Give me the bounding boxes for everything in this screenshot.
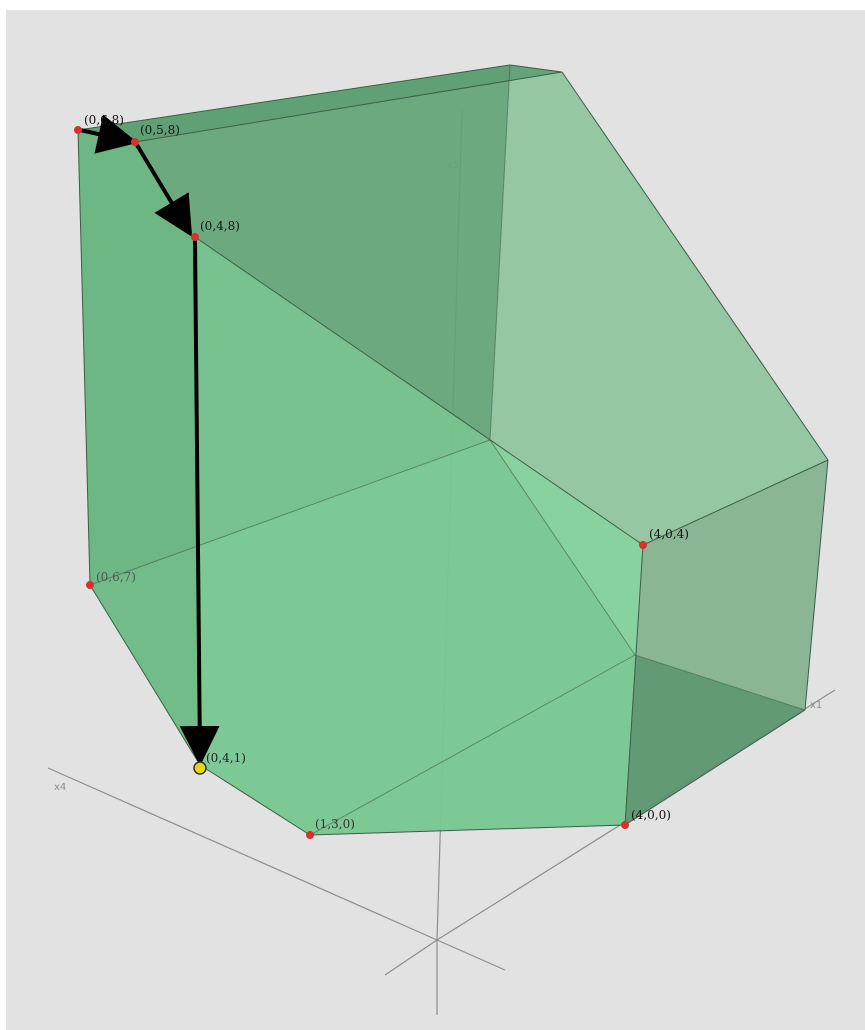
vertex-labels: (0,6,8) (0,5,8) (0,4,8) (0,6,7) (0,4,1) … (84, 113, 689, 831)
path-arrow-1 (79, 114, 138, 154)
vertex-marker[interactable] (621, 821, 629, 829)
vertex-label: (1,3,0) (315, 817, 355, 831)
hidden-edge (89, 439, 491, 586)
edge (199, 764, 311, 836)
vertex-marker[interactable] (86, 581, 94, 589)
x1-axis-negative (384, 939, 438, 976)
path-arrow-2 (135, 143, 193, 237)
edge (77, 64, 511, 131)
edge (134, 71, 563, 143)
hidden-edge (489, 439, 636, 656)
x4-axis-negative (436, 939, 506, 971)
vertex-label: (0,4,1) (206, 751, 246, 765)
edge (194, 236, 644, 546)
vertex-marker[interactable] (131, 138, 139, 146)
path-arrow-3 (179, 239, 220, 766)
edge (309, 824, 626, 836)
vertex-label: (0,4,8) (200, 219, 240, 233)
vertex-marker[interactable] (639, 541, 647, 549)
simplex-path (79, 114, 220, 766)
edge (804, 459, 829, 711)
vertex-marker[interactable] (191, 233, 199, 241)
vertex-label: (0,6,7) (96, 570, 136, 584)
front-face (195, 237, 643, 835)
edge (624, 709, 806, 826)
right-bottom-face (625, 655, 805, 825)
hidden-edge (309, 654, 636, 836)
right-side-face (635, 460, 828, 710)
hidden-edge (489, 64, 511, 441)
optimum-vertex-marker[interactable] (193, 761, 207, 775)
back-right-face (490, 65, 828, 545)
polytope-faces (78, 65, 828, 835)
left-front-face (78, 130, 200, 765)
x1-axis-label: x1 (810, 700, 822, 711)
vertex-label: (0,6,8) (84, 113, 124, 127)
edge (624, 544, 644, 826)
vertex-label: (4,0,4) (649, 527, 689, 541)
hidden-edge (634, 654, 806, 711)
x4-axis-line (47, 767, 438, 941)
vertex-marker[interactable] (306, 831, 314, 839)
top-face (78, 65, 562, 142)
vertex-label: (0,5,8) (140, 123, 180, 137)
edge (642, 459, 829, 546)
vertex-marker[interactable] (74, 126, 82, 134)
vertices (74, 126, 647, 839)
edge (509, 64, 563, 73)
edge (77, 129, 91, 586)
vertex-label: (4,0,0) (631, 808, 671, 822)
edge (561, 71, 829, 461)
polytope-edges (77, 64, 829, 836)
x4-axis-label: x4 (54, 782, 66, 793)
